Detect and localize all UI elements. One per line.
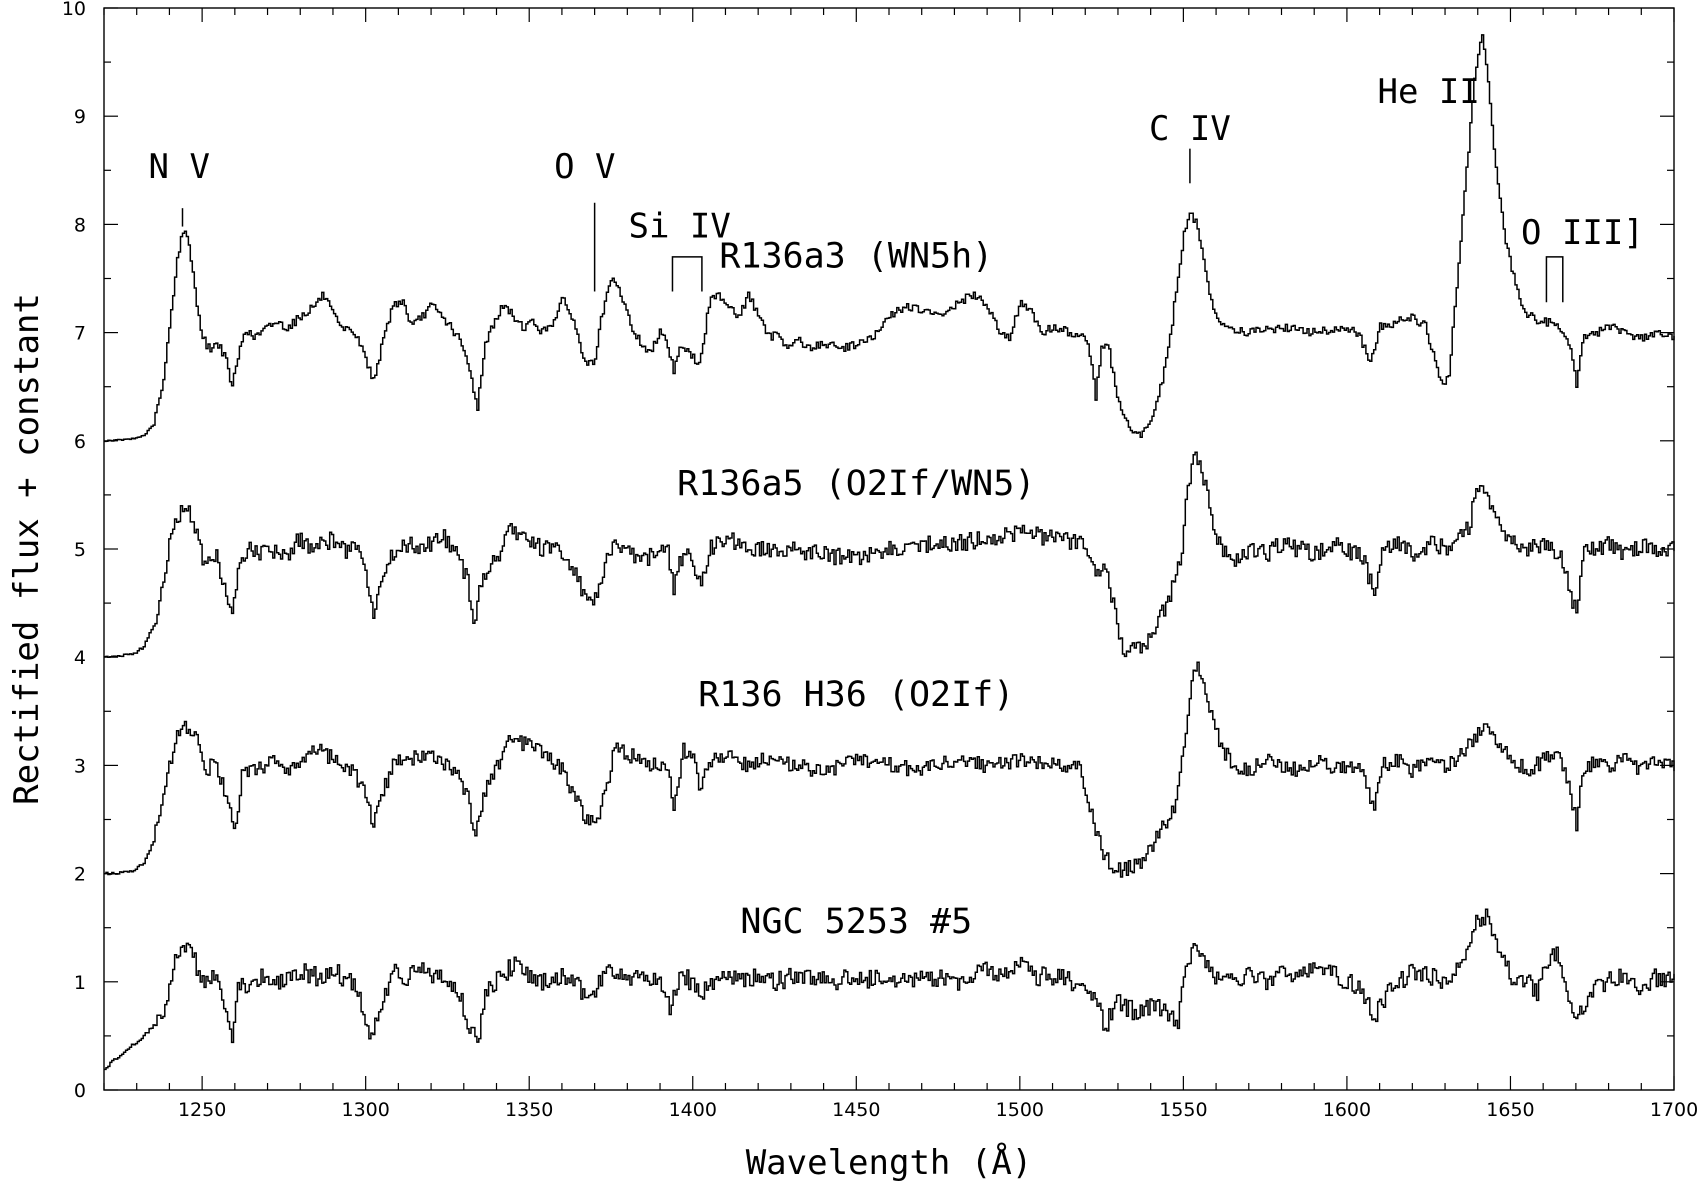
axis-tick-labels: 1250 1300 1350 1400 1450 1500 1550 1600 1650 1700… (62, 0, 1698, 1121)
series-label-3: NGC 5253 #5 (740, 902, 972, 942)
x-tick-label: 1650 (1486, 1099, 1534, 1121)
x-axis-title: Wavelength (Å) (746, 1142, 1033, 1183)
spectra-group (104, 34, 1675, 1071)
x-tick-label: 1550 (1159, 1099, 1207, 1121)
y-tick-label: 3 (74, 755, 86, 777)
x-tick-label: 1500 (996, 1099, 1044, 1121)
series-label-0: R136a3 (WN5h) (719, 237, 993, 277)
y-tick-label: 4 (74, 647, 86, 669)
annotation-label-2: Si IV (628, 206, 730, 246)
y-tick-label: 10 (62, 0, 86, 20)
x-tick-label: 1250 (178, 1099, 226, 1121)
x-tick-label: 1600 (1323, 1099, 1371, 1121)
y-tick-label: 6 (74, 431, 86, 453)
annotation-label-5: O III] (1521, 213, 1644, 253)
spectrum-line-1 (104, 451, 1675, 658)
series-labels: R136a3 (WN5h) R136a5 (O2If/WN5) R136 H36 (… (677, 237, 1035, 942)
line-annotations: N V O V Si IV C IV He II O III] (149, 72, 1644, 303)
x-tick-label: 1450 (832, 1099, 880, 1121)
series-label-2: R136 H36 (O2If) (698, 675, 1014, 715)
y-axis-title: Rectified flux + constant (7, 293, 47, 805)
y-tick-label: 9 (74, 106, 86, 128)
y-tick-label: 7 (74, 323, 86, 345)
x-tick-label: 1700 (1650, 1099, 1698, 1121)
y-tick-label: 5 (74, 539, 86, 561)
annotation-label-4: He II (1378, 72, 1480, 112)
y-tick-label: 2 (74, 864, 86, 886)
spectrum-line-0 (104, 34, 1675, 443)
y-tick-label: 8 (74, 214, 86, 236)
x-tick-label: 1400 (669, 1099, 717, 1121)
y-tick-label: 0 (74, 1080, 86, 1102)
annotation-label-3: C IV (1149, 109, 1231, 149)
annotation-label-1: O V (554, 147, 615, 187)
axis-ticks (103, 7, 1675, 1091)
spectrum-line-3 (104, 908, 1675, 1071)
x-tick-label: 1350 (505, 1099, 553, 1121)
annotation-label-0: N V (149, 147, 210, 187)
y-tick-label: 1 (74, 972, 86, 994)
annotation-bracket-5 (1545, 256, 1564, 303)
annotation-bracket-2 (671, 256, 703, 292)
x-tick-label: 1300 (341, 1099, 389, 1121)
spectrum-line-2 (104, 661, 1675, 878)
series-label-1: R136a5 (O2If/WN5) (677, 464, 1035, 504)
